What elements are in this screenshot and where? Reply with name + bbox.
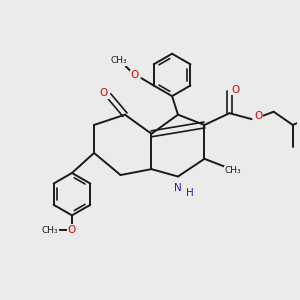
Text: N: N: [174, 183, 182, 193]
Text: O: O: [231, 85, 239, 94]
Text: CH₃: CH₃: [110, 56, 127, 65]
Text: CH₃: CH₃: [225, 166, 241, 175]
Text: CH₃: CH₃: [42, 226, 58, 235]
Text: O: O: [100, 88, 108, 98]
Text: O: O: [68, 225, 76, 235]
Text: H: H: [187, 188, 194, 198]
Text: O: O: [130, 70, 139, 80]
Text: O: O: [254, 110, 262, 121]
